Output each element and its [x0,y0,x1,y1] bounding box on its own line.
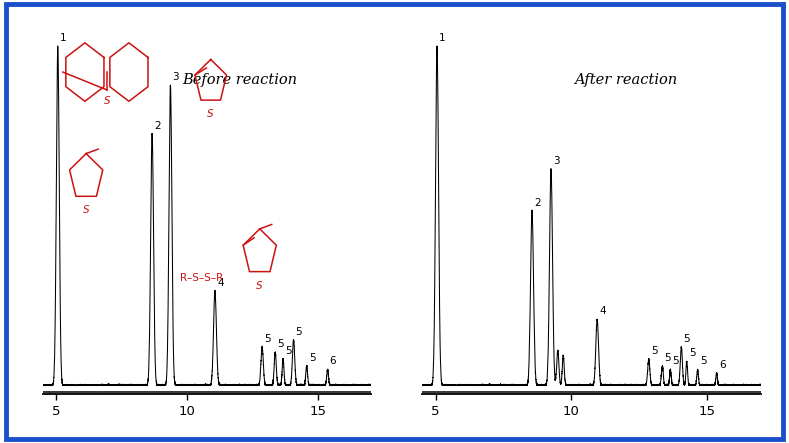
Text: 1: 1 [439,33,446,43]
Text: 5: 5 [296,326,302,337]
Text: 5: 5 [689,348,696,358]
Text: S: S [208,109,214,119]
Text: 1: 1 [60,33,66,43]
Text: 3: 3 [553,155,560,166]
Text: 6: 6 [330,356,336,366]
Text: 5: 5 [673,356,679,366]
Text: 5: 5 [264,334,271,344]
Text: 4: 4 [217,278,224,288]
Text: 5: 5 [700,356,706,366]
Text: 3: 3 [173,72,179,82]
Text: S: S [83,205,89,215]
Text: 5: 5 [651,346,657,356]
Text: After reaction: After reaction [574,73,677,87]
Text: R–S–S–R: R–S–S–R [180,272,222,283]
Text: 5: 5 [285,346,292,356]
Text: S: S [256,280,263,291]
Text: 2: 2 [534,198,540,207]
Text: 5: 5 [683,334,690,344]
Text: 5: 5 [664,353,671,363]
Text: 4: 4 [600,306,606,316]
Text: 5: 5 [308,353,316,363]
Text: S: S [103,96,110,106]
Text: Before reaction: Before reaction [182,73,297,87]
Text: 6: 6 [719,360,725,370]
Text: 5: 5 [277,339,284,349]
Text: 2: 2 [154,120,161,131]
